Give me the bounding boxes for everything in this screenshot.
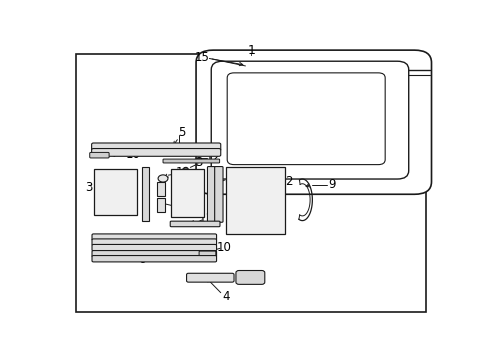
Text: 11: 11 xyxy=(199,212,214,225)
FancyBboxPatch shape xyxy=(163,159,220,163)
Bar xyxy=(157,183,165,195)
FancyBboxPatch shape xyxy=(227,73,385,165)
FancyBboxPatch shape xyxy=(92,143,220,151)
Text: 4: 4 xyxy=(222,289,230,302)
Text: 10: 10 xyxy=(126,148,141,161)
FancyBboxPatch shape xyxy=(196,50,432,194)
FancyBboxPatch shape xyxy=(92,244,217,251)
Text: 5: 5 xyxy=(178,126,186,139)
Text: 1: 1 xyxy=(247,45,255,58)
Text: 8: 8 xyxy=(224,172,231,185)
Bar xyxy=(142,167,149,221)
Circle shape xyxy=(158,175,168,182)
FancyBboxPatch shape xyxy=(170,221,220,227)
Text: 3: 3 xyxy=(85,181,92,194)
Bar xyxy=(172,169,204,217)
FancyBboxPatch shape xyxy=(92,256,217,262)
Text: 12: 12 xyxy=(206,151,220,164)
FancyBboxPatch shape xyxy=(215,167,223,222)
FancyBboxPatch shape xyxy=(211,61,409,179)
FancyBboxPatch shape xyxy=(187,273,234,282)
FancyBboxPatch shape xyxy=(92,149,220,156)
Bar xyxy=(157,198,165,212)
Text: 13: 13 xyxy=(176,166,191,179)
FancyBboxPatch shape xyxy=(236,270,265,284)
Text: 9: 9 xyxy=(328,177,335,190)
Text: 15: 15 xyxy=(195,50,210,64)
FancyBboxPatch shape xyxy=(207,167,216,222)
FancyBboxPatch shape xyxy=(92,239,217,245)
Text: 2: 2 xyxy=(285,175,293,188)
Text: 6: 6 xyxy=(138,253,146,266)
FancyBboxPatch shape xyxy=(199,251,216,256)
Text: 14: 14 xyxy=(173,201,188,214)
Bar xyxy=(226,167,285,234)
FancyBboxPatch shape xyxy=(92,234,217,240)
Text: 3: 3 xyxy=(195,157,202,170)
FancyBboxPatch shape xyxy=(90,152,109,158)
Text: 10: 10 xyxy=(217,241,232,254)
FancyBboxPatch shape xyxy=(92,251,217,257)
Bar xyxy=(94,169,137,215)
Text: 7: 7 xyxy=(216,177,224,190)
